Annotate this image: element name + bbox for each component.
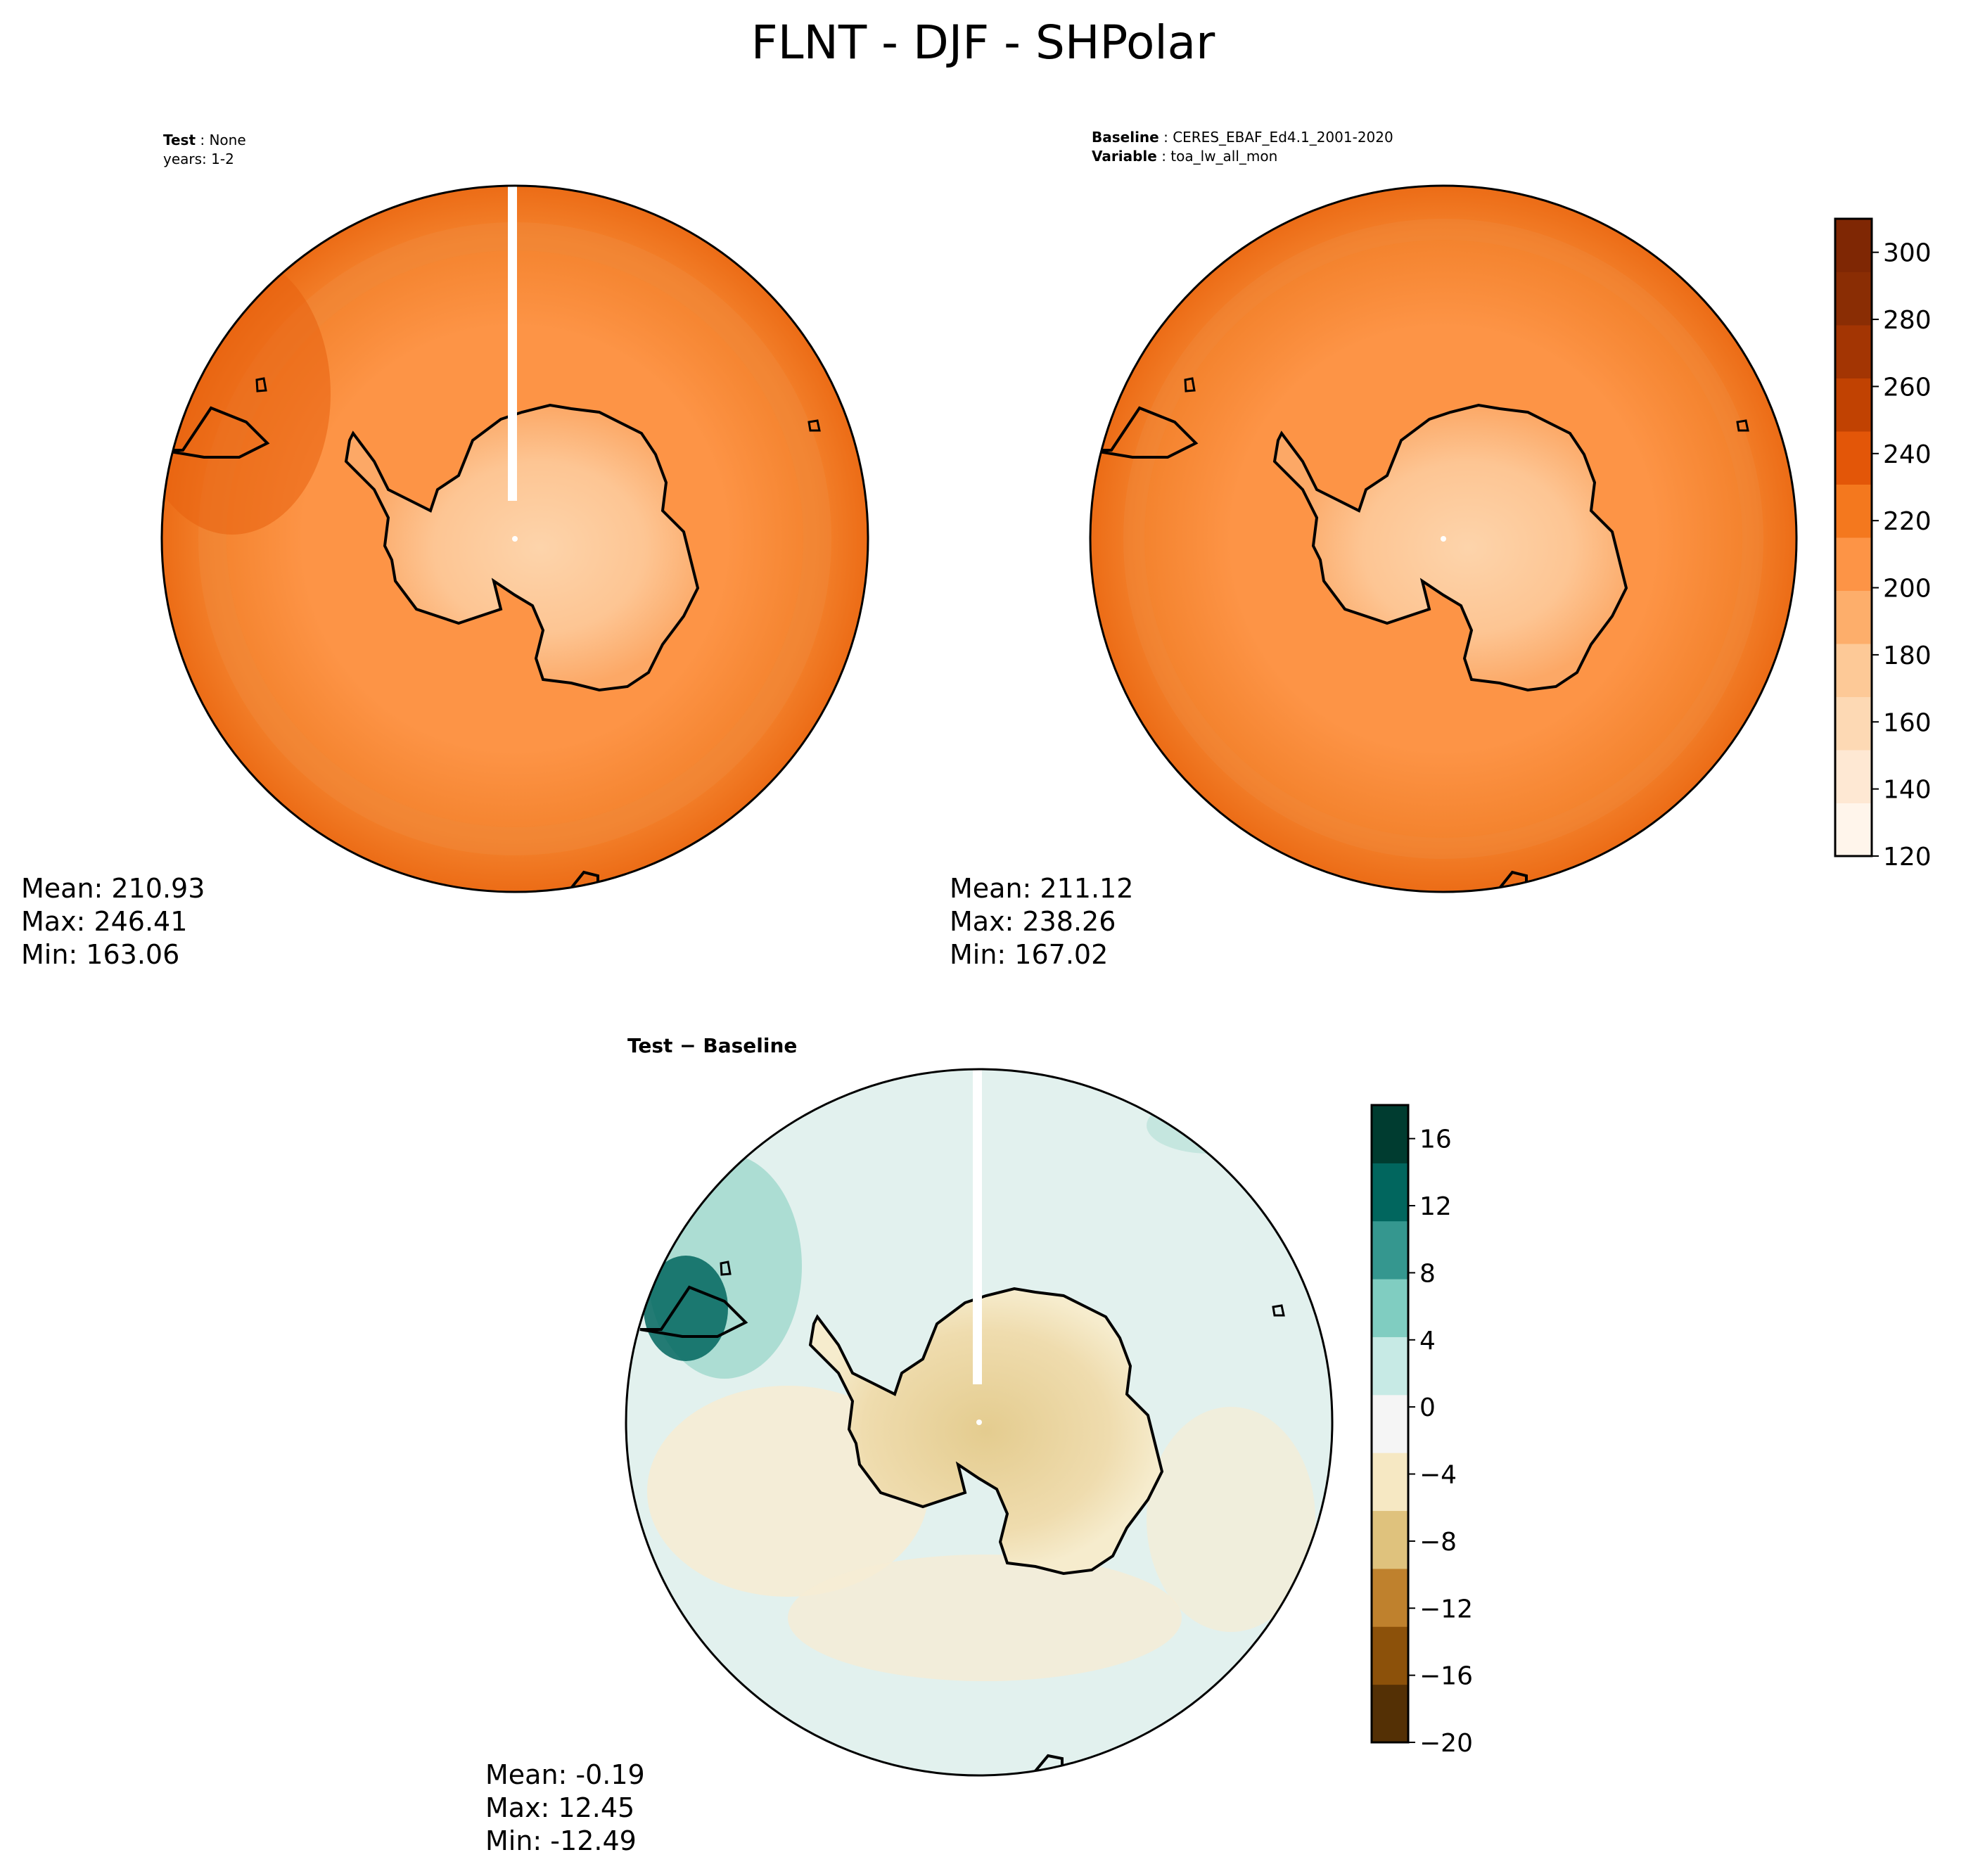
diff-max-region	[644, 1256, 728, 1361]
test-label-sep: :	[196, 132, 210, 148]
main-colorbar-frame	[1834, 217, 1873, 857]
main-colorbar-segment	[1835, 803, 1872, 857]
diff-stats: Mean: -0.19 Max: 12.45 Min: -12.49	[485, 1759, 645, 1858]
diff-colorbar-segment	[1372, 1684, 1408, 1743]
test-max: Max: 246.41	[21, 906, 188, 937]
diff-max: Max: 12.45	[485, 1792, 635, 1823]
main-colorbar-segment	[1835, 537, 1872, 591]
main-colorbar-segment	[1835, 325, 1872, 378]
main-colorbar-tick-label: 200	[1883, 575, 1932, 604]
test-min: Min: 163.06	[21, 939, 180, 970]
main-colorbar-tick-label: 120	[1883, 843, 1932, 872]
main-colorbar-tick-label: 180	[1883, 642, 1932, 670]
test-label-key: Test	[163, 132, 196, 148]
diff-colorbar-tick-label: 8	[1419, 1259, 1436, 1288]
diff-south-america-coast	[639, 1285, 748, 1338]
variable-label-key: Variable	[1092, 148, 1157, 165]
main-colorbar-segment	[1835, 219, 1872, 272]
baseline-min: Min: 167.02	[950, 939, 1109, 970]
main-colorbar-tick-label: 260	[1883, 373, 1932, 402]
diff-colorbar-segment	[1372, 1336, 1408, 1396]
main-colorbar-segment	[1835, 750, 1872, 803]
baseline-max: Max: 238.26	[950, 906, 1116, 937]
main-colorbar: 120 140 160 180 200 220 240 260 280 300	[1834, 217, 1932, 872]
diff-mean: Mean: -0.19	[485, 1759, 645, 1790]
diff-colorbar-segment	[1372, 1510, 1408, 1569]
main-colorbar-tick-label: 160	[1883, 708, 1932, 737]
baseline-map-border	[1089, 184, 1798, 893]
test-missing-data-strip	[508, 186, 517, 501]
variable-label-sep: :	[1156, 148, 1171, 165]
diff-colorbar-segment	[1372, 1220, 1408, 1280]
diff-colorbar-tick-label: −12	[1419, 1595, 1473, 1623]
diff-map-border	[625, 1068, 1334, 1777]
main-colorbar-segment	[1835, 696, 1872, 751]
diff-missing-data-strip	[973, 1069, 982, 1384]
diff-panel-title: Test − Baseline	[627, 1034, 798, 1057]
diff-colorbar-segment	[1372, 1453, 1408, 1512]
diff-colorbar-tick-label: −16	[1419, 1662, 1473, 1691]
diff-colorbar-tick-label: 16	[1419, 1125, 1452, 1154]
diff-colorbar-tick-label: 12	[1419, 1192, 1452, 1221]
diff-map	[625, 1068, 1334, 1777]
baseline-map	[1089, 184, 1798, 893]
diff-colorbar-frame	[1370, 1104, 1410, 1744]
diff-colorbar-segment	[1372, 1626, 1408, 1685]
diff-colorbar-tick-label: −20	[1419, 1729, 1473, 1758]
test-south-america-coast	[162, 406, 270, 459]
baseline-mean: Mean: 211.12	[950, 873, 1134, 904]
test-label-value: None	[209, 132, 246, 148]
test-stats: Mean: 210.93 Max: 246.41 Min: 163.06	[21, 872, 205, 971]
diff-colorbar-tick-label: −8	[1419, 1528, 1457, 1557]
main-colorbar-tick-label: 300	[1883, 239, 1932, 268]
main-colorbar-tick-label: 140	[1883, 776, 1932, 805]
diff-colorbar-tick-label: −4	[1419, 1461, 1457, 1490]
test-mean: Mean: 210.93	[21, 873, 205, 904]
test-label: Test : None years: 1-2	[163, 131, 246, 169]
diff-colorbar-segment	[1372, 1105, 1408, 1163]
diff-colorbar-segment	[1372, 1568, 1408, 1627]
main-colorbar-tick-label: 240	[1883, 440, 1932, 469]
main-colorbar-segment	[1835, 431, 1872, 485]
main-colorbar-tick-label: 280	[1883, 306, 1932, 335]
diff-colorbar-segment	[1372, 1394, 1408, 1453]
main-colorbar-segment	[1835, 590, 1872, 644]
test-warm-region	[162, 253, 331, 535]
diff-colorbar-segment	[1372, 1279, 1408, 1337]
baseline-label: Baseline : CERES_EBAF_Ed4.1_2001-2020 Va…	[1092, 128, 1393, 166]
diff-colorbar: −20 −16 −12 −8 −4 0 4 8 12 16	[1370, 1104, 1473, 1758]
figure-title: FLNT - DJF - SHPolar	[751, 15, 1215, 70]
main-colorbar-segment	[1835, 272, 1872, 326]
test-map	[160, 184, 869, 893]
diff-colorbar-tick-label: 4	[1419, 1327, 1436, 1355]
main-colorbar-segment	[1835, 644, 1872, 697]
baseline-south-america-coast	[1090, 406, 1199, 459]
baseline-label-sep: :	[1158, 129, 1173, 146]
test-years: years: 1-2	[163, 151, 234, 167]
diff-colorbar-segment	[1372, 1163, 1408, 1222]
baseline-stats: Mean: 211.12 Max: 238.26 Min: 167.02	[950, 872, 1133, 971]
diff-colorbar-tick-label: 0	[1419, 1393, 1436, 1422]
diff-min: Min: -12.49	[485, 1825, 637, 1856]
test-map-border	[160, 184, 869, 893]
main-colorbar-segment	[1835, 378, 1872, 432]
variable-label-value: toa_lw_all_mon	[1170, 148, 1278, 165]
main-colorbar-segment	[1835, 484, 1872, 538]
baseline-label-key: Baseline	[1092, 129, 1159, 146]
main-colorbar-tick-label: 220	[1883, 507, 1932, 536]
baseline-label-value: CERES_EBAF_Ed4.1_2001-2020	[1173, 129, 1393, 146]
